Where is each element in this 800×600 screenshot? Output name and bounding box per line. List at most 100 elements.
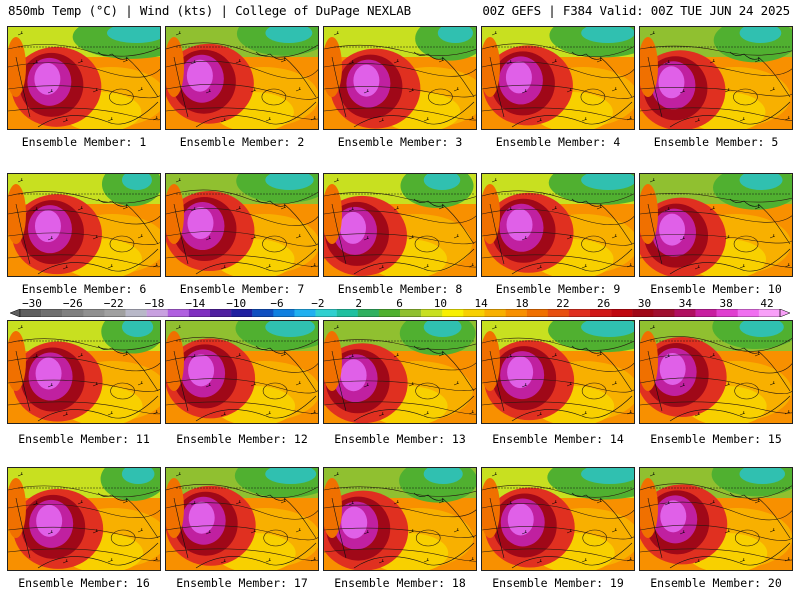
ensemble-member-map <box>639 173 793 277</box>
ensemble-member-map <box>323 26 477 130</box>
colorbar-swatch <box>83 309 105 317</box>
ensemble-member-map <box>7 320 161 424</box>
colorbar-swatch <box>400 309 422 317</box>
colorbar-swatch <box>294 309 316 317</box>
ensemble-member-label: Ensemble Member: 11 <box>18 432 150 446</box>
colorbar-tick-label: 26 <box>597 297 611 310</box>
ensemble-member-map <box>639 467 793 571</box>
colorbar-tick-label: 10 <box>433 297 447 310</box>
ensemble-member-map <box>165 320 319 424</box>
colorbar-swatch <box>125 309 147 317</box>
ensemble-member-label: Ensemble Member: 19 <box>492 576 624 590</box>
colorbar-swatch <box>484 309 506 317</box>
ensemble-member-map <box>165 467 319 571</box>
ensemble-member-map <box>7 467 161 571</box>
colorbar-swatch <box>695 309 717 317</box>
colorbar-swatch <box>315 309 337 317</box>
ensemble-member-map <box>165 26 319 130</box>
ensemble-member-map <box>481 467 635 571</box>
colorbar-swatch <box>357 309 380 317</box>
colorbar-swatch <box>20 309 42 317</box>
colorbar-tick-label: 42 <box>760 297 774 310</box>
colorbar-swatch <box>653 309 675 317</box>
colorbar-swatch <box>188 309 211 317</box>
ensemble-member-map <box>323 320 477 424</box>
colorbar-swatch <box>737 309 760 317</box>
ensemble-member-map <box>7 173 161 277</box>
ensemble-member-label: Ensemble Member: 20 <box>650 576 782 590</box>
colorbar-tick-label: −2 <box>311 297 325 310</box>
colorbar-tick-label: −26 <box>62 297 83 310</box>
ensemble-member-label: Ensemble Member: 5 <box>653 135 779 149</box>
colorbar-swatch <box>442 309 464 317</box>
colorbar-swatch <box>590 309 612 317</box>
ensemble-member-label: Ensemble Member: 18 <box>334 576 466 590</box>
ensemble-member-label: Ensemble Member: 2 <box>179 135 305 149</box>
ensemble-member-label: Ensemble Member: 3 <box>337 135 463 149</box>
colorbar-min-arrow <box>10 309 21 317</box>
colorbar-tick-label: 2 <box>355 297 362 310</box>
ensemble-member-label: Ensemble Member: 8 <box>337 282 463 296</box>
colorbar-tick-label: −14 <box>185 297 206 310</box>
ensemble-member-label: Ensemble Member: 14 <box>492 432 624 446</box>
header-title: 850mb Temp (°C) | Wind (kts) | College o… <box>8 3 411 18</box>
colorbar-swatch <box>231 309 253 317</box>
ensemble-member-map <box>165 173 319 277</box>
ensemble-member-label: Ensemble Member: 16 <box>18 576 150 590</box>
ensemble-member-map <box>323 173 477 277</box>
colorbar-swatch <box>632 309 654 317</box>
ensemble-member-map <box>481 320 635 424</box>
ensemble-member-map <box>323 467 477 571</box>
colorbar-tick-label: −6 <box>270 297 284 310</box>
colorbar-swatch <box>716 309 738 317</box>
colorbar-swatch <box>146 309 168 317</box>
ensemble-member-map <box>639 26 793 130</box>
colorbar-swatch <box>273 309 295 317</box>
colorbar-swatch <box>378 309 401 317</box>
colorbar-max-arrow <box>779 309 790 317</box>
colorbar-swatch <box>421 309 443 317</box>
colorbar-swatch <box>167 309 190 317</box>
colorbar-tick-label: −18 <box>144 297 165 310</box>
colorbar-tick-label: 38 <box>719 297 733 310</box>
header-run-info: 00Z GEFS | F384 Valid: 00Z TUE JUN 24 20… <box>482 3 790 18</box>
colorbar-swatch <box>104 309 126 317</box>
ensemble-member-label: Ensemble Member: 4 <box>495 135 621 149</box>
colorbar-swatch <box>547 309 570 317</box>
colorbar-swatch <box>568 309 591 317</box>
colorbar-swatch <box>505 309 527 317</box>
ensemble-member-label: Ensemble Member: 15 <box>650 432 782 446</box>
colorbar-tick-label: 22 <box>556 297 570 310</box>
ensemble-member-label: Ensemble Member: 9 <box>495 282 621 296</box>
colorbar-swatch <box>336 309 358 317</box>
colorbar-tick-label: 18 <box>515 297 529 310</box>
colorbar-tick-label: 30 <box>637 297 652 310</box>
colorbar-tick-label: 34 <box>678 297 692 310</box>
colorbar-swatch <box>611 309 633 317</box>
colorbar-swatch <box>210 309 232 317</box>
colorbar-swatch <box>758 309 781 317</box>
ensemble-member-label: Ensemble Member: 12 <box>176 432 308 446</box>
colorbar-swatch <box>674 309 696 317</box>
colorbar-swatch <box>463 309 485 317</box>
colorbar-tick-label: −30 <box>22 297 42 310</box>
ensemble-member-map <box>481 173 635 277</box>
colorbar-tick-label: −22 <box>103 297 124 310</box>
ensemble-member-map <box>639 320 793 424</box>
colorbar-swatch <box>526 309 548 317</box>
ensemble-member-label: Ensemble Member: 7 <box>179 282 305 296</box>
ensemble-member-label: Ensemble Member: 13 <box>334 432 466 446</box>
colorbar-swatch <box>41 309 63 317</box>
ensemble-member-label: Ensemble Member: 17 <box>176 576 308 590</box>
colorbar-swatch <box>62 309 84 317</box>
ensemble-member-label: Ensemble Member: 10 <box>650 282 782 296</box>
temperature-colorbar <box>10 309 790 317</box>
colorbar-tick-label: 6 <box>396 297 403 310</box>
colorbar-swatch <box>252 309 274 317</box>
ensemble-member-map <box>481 26 635 130</box>
ensemble-member-label: Ensemble Member: 1 <box>21 135 147 149</box>
ensemble-member-label: Ensemble Member: 6 <box>21 282 147 296</box>
colorbar-tick-label: 14 <box>474 297 488 310</box>
ensemble-member-map <box>7 26 161 130</box>
colorbar-tick-label: −10 <box>226 297 247 310</box>
